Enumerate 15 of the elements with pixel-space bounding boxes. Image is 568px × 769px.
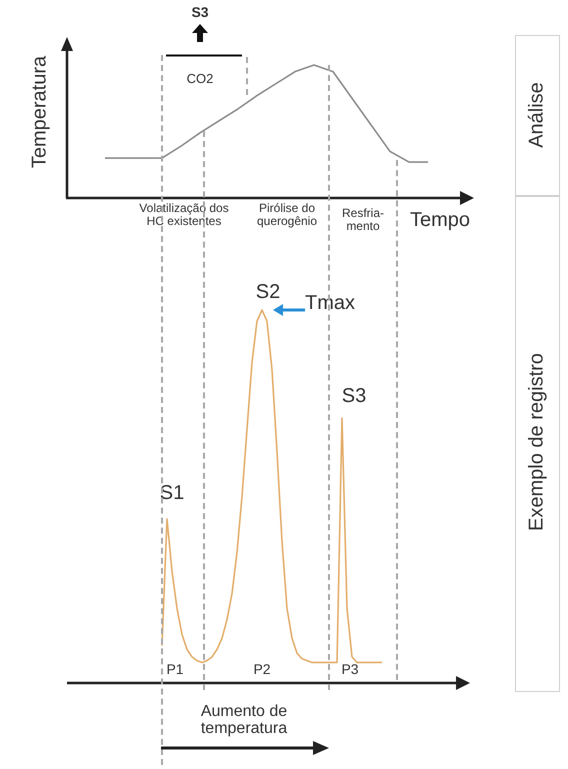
text: Análise [526,82,548,148]
text: Exemplo de registro [526,353,548,531]
text: S3 [191,4,209,20]
annotation: P2 [253,661,271,677]
annotation: CO2 [186,71,214,86]
annotation: P1 [166,661,184,677]
text: S2 [256,281,280,303]
annotation: Tmax [305,292,355,314]
x-axis-title: Aumento de temperatura [200,703,288,738]
text: Resfria-mento [340,206,385,233]
annotation: S3 [342,385,366,407]
y-axis-title: Temperatura [28,56,50,168]
annotation: P3 [341,661,359,677]
text: Pirólise do querogênio [256,201,318,228]
x-axis-title: Tempo [410,209,470,231]
